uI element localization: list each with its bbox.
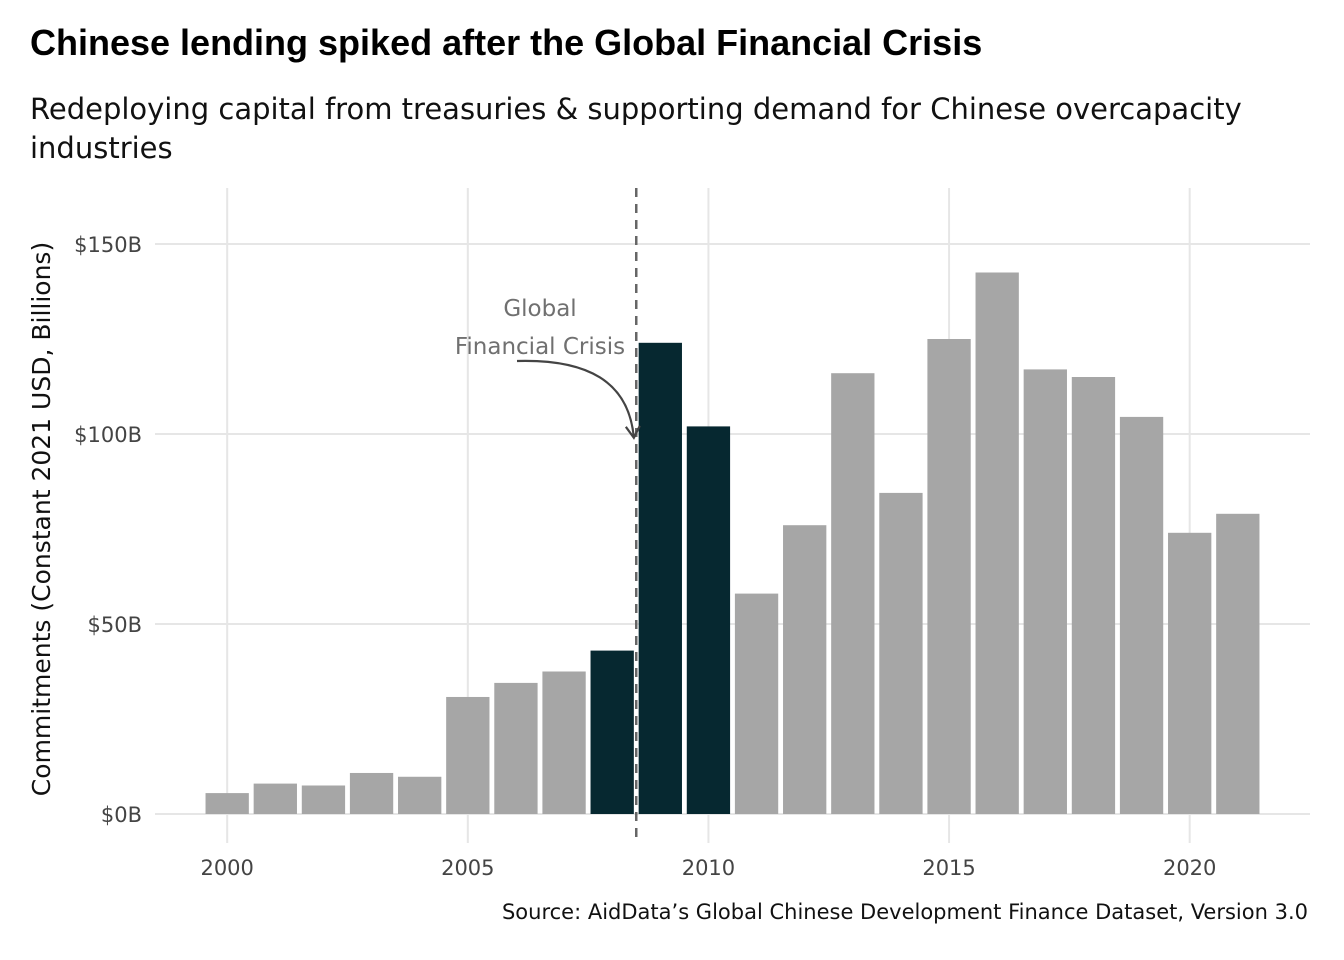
chart-title: Chinese lending spiked after the Global …	[30, 22, 983, 63]
y-tick-label: $50B	[88, 613, 143, 637]
bar-2008	[590, 650, 634, 814]
bar-2018	[1071, 377, 1116, 814]
tick-labels: $0B $50B $100B $150B 2000 2005 2010 2015 2020	[74, 233, 1216, 880]
bars	[205, 272, 1260, 814]
annotation-text: Financial Crisis	[455, 334, 625, 360]
x-tick-label: 2005	[441, 856, 494, 880]
bar-2006	[494, 682, 538, 814]
bar-2003	[349, 772, 394, 814]
annotation-arrow	[516, 359, 635, 438]
y-tick-label: $100B	[74, 423, 142, 447]
y-tick-label: $150B	[74, 233, 142, 257]
x-tick-label: 2000	[200, 856, 253, 880]
bar-2019	[1119, 416, 1164, 814]
bar-2021	[1216, 513, 1260, 814]
y-axis-label: Commitments (Constant 2021 USD, Billions…	[27, 242, 56, 796]
annotation-text: Global	[503, 296, 576, 322]
bar-2010	[686, 426, 731, 814]
x-tick-label: 2015	[922, 856, 975, 880]
bar-2005	[446, 696, 490, 814]
x-tick-label: 2010	[682, 856, 735, 880]
bar-2014	[879, 492, 923, 814]
bar-2004	[398, 776, 442, 814]
bar-2007	[542, 671, 586, 814]
bar-2011	[734, 593, 779, 814]
x-tick-label: 2020	[1163, 856, 1216, 880]
y-tick-label: $0B	[101, 803, 142, 827]
bar-2002	[301, 785, 346, 814]
bar-2012	[783, 525, 827, 814]
bar-2013	[831, 373, 875, 814]
bar-2009	[638, 342, 682, 814]
bar-2015	[927, 339, 971, 814]
bar-2017	[1023, 369, 1067, 814]
annotation-arrowhead	[624, 425, 641, 440]
chart-subtitle: Redeploying capital from treasuries & su…	[30, 92, 1242, 165]
source-caption: Source: AidData’s Global Chinese Develop…	[501, 900, 1308, 924]
bar-2001	[253, 783, 297, 814]
bar-2000	[205, 793, 249, 814]
crisis-annotation: Global Financial Crisis	[455, 296, 641, 440]
bar-chart: $0B $50B $100B $150B 2000 2005 2010 2015 2020 Gl…	[27, 188, 1310, 880]
bar-2020	[1168, 532, 1212, 814]
bar-2016	[975, 272, 1019, 814]
